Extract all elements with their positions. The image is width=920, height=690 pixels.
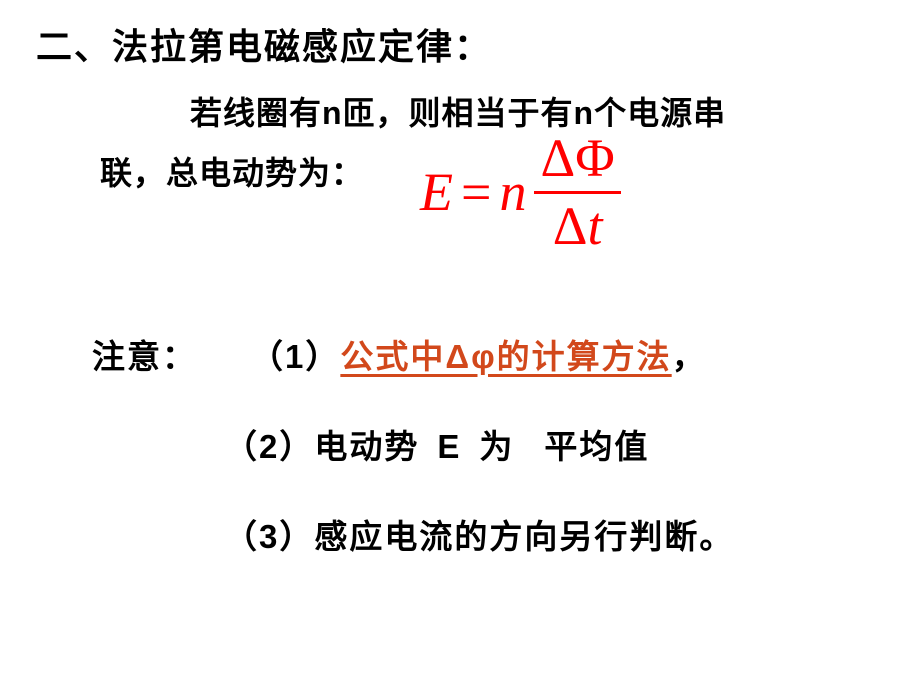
- body-text-line1: 若线圈有n匝，则相当于有n个电源串: [190, 88, 726, 134]
- note2-c: 为: [479, 428, 514, 465]
- note2-d: 平均值: [544, 428, 649, 465]
- note-item-2: （2）电动势 E为平均值: [224, 420, 649, 468]
- note-item-3: （3）感应电流的方向另行判断。: [224, 510, 734, 558]
- note2-b: E: [437, 428, 461, 465]
- body-text-line2: 联，总电动势为：: [100, 148, 364, 194]
- note1-suffix: ，: [672, 338, 707, 375]
- delta-symbol: Δ: [540, 128, 575, 188]
- formula-n: n: [499, 161, 526, 223]
- formula-denominator: Δt: [547, 198, 609, 255]
- note2-prefix: （2）: [224, 428, 314, 465]
- formula-fraction: ΔΦ Δt: [534, 130, 620, 254]
- t-symbol: t: [587, 196, 602, 256]
- section-title: 二、法拉第电磁感应定律：: [36, 18, 492, 70]
- notes-label: 注意：: [92, 330, 197, 378]
- fraction-bar: [534, 191, 620, 194]
- note2-a: 电动势: [314, 428, 419, 465]
- phi-symbol: Φ: [575, 128, 614, 188]
- note1-highlight: 公式中Δφ的计算方法: [340, 338, 671, 375]
- note-item-1: （1）公式中Δφ的计算方法，: [250, 330, 707, 378]
- formula-equals: =: [461, 161, 491, 223]
- formula-numerator: ΔΦ: [534, 130, 620, 187]
- note1-prefix: （1）: [250, 338, 340, 375]
- formula-lhs: E: [420, 161, 453, 223]
- faraday-formula: E = n ΔΦ Δt: [420, 130, 621, 254]
- delta-symbol: Δ: [553, 196, 588, 256]
